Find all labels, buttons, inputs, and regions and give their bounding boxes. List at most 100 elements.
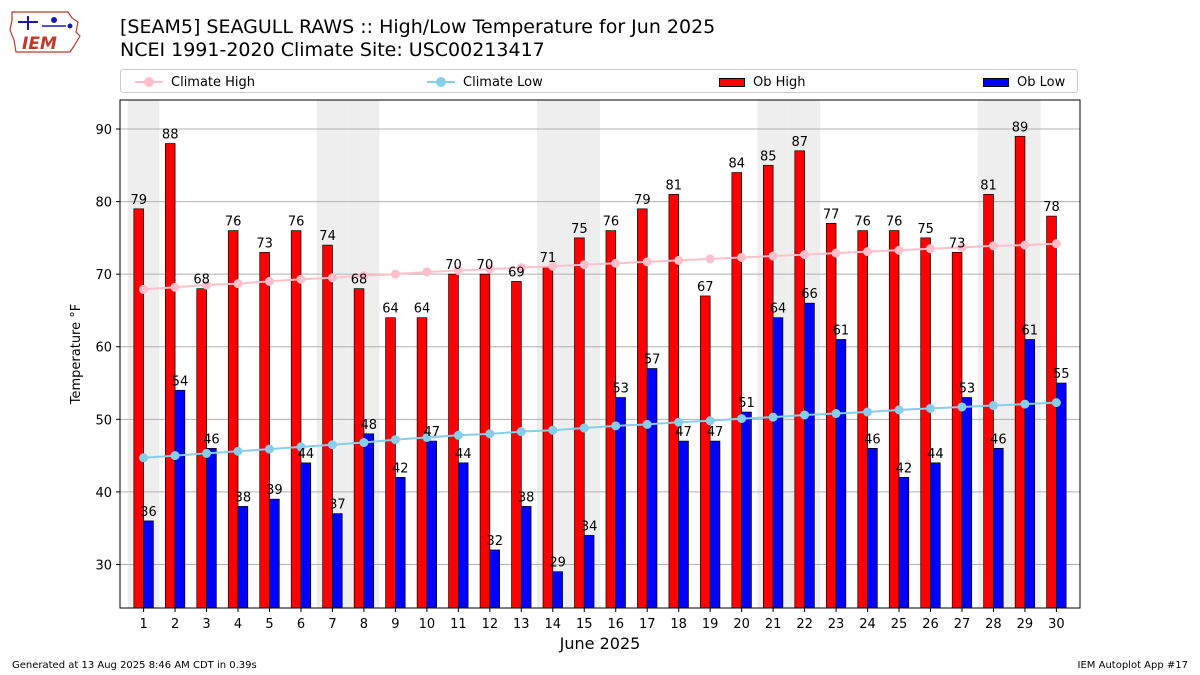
ob-low-value-label: 44 xyxy=(455,447,472,462)
ob-high-value-label: 85 xyxy=(760,149,777,164)
x-tick-label: 19 xyxy=(702,617,719,632)
climate-high-point xyxy=(422,267,432,277)
ob-low-value-label: 38 xyxy=(235,490,252,505)
climate-high-point xyxy=(296,274,306,284)
climate-low-point xyxy=(1020,399,1030,409)
ob-high-value-label: 88 xyxy=(162,128,179,143)
x-tick-label: 11 xyxy=(450,617,467,632)
ob-low-bar xyxy=(835,339,847,609)
ob-low-value-label: 53 xyxy=(959,382,976,397)
ob-low-value-label: 66 xyxy=(801,287,818,302)
x-tick-label: 13 xyxy=(513,617,530,632)
climate-low-point xyxy=(233,446,243,456)
ob-low-bar xyxy=(332,513,343,609)
iem-logo: IEM xyxy=(8,6,84,58)
ob-low-value-label: 46 xyxy=(203,432,220,447)
climate-low-point xyxy=(579,423,589,433)
climate-low-point xyxy=(705,416,715,426)
climate-low-point xyxy=(642,419,652,429)
ob-low-value-label: 44 xyxy=(927,447,944,462)
ob-high-bar xyxy=(133,208,144,609)
climate-low-point xyxy=(359,438,369,448)
ob-low-bar xyxy=(930,462,941,609)
ob-low-value-label: 29 xyxy=(549,556,566,571)
legend-item-ob-high: Ob High xyxy=(719,73,806,91)
ob-low-bar xyxy=(395,477,406,609)
climate-low-point xyxy=(548,425,558,435)
ob-low-value-label: 55 xyxy=(1053,367,1070,382)
x-tick-label: 22 xyxy=(796,617,813,632)
ob-low-value-label: 61 xyxy=(833,323,850,338)
chart-subtitle: NCEI 1991-2020 Climate Site: USC00213417 xyxy=(120,39,545,61)
ob-high-value-label: 68 xyxy=(193,273,210,288)
ob-low-value-label: 53 xyxy=(612,382,629,397)
climate-high-point xyxy=(768,251,778,261)
climate-high-line xyxy=(143,242,1057,291)
climate-low-point xyxy=(988,401,998,411)
climate-high-point xyxy=(863,247,873,257)
ob-high-bar xyxy=(511,281,522,609)
climate-high-point xyxy=(327,273,337,283)
ob-low-value-label: 32 xyxy=(486,534,503,549)
ob-low-bar xyxy=(143,520,154,609)
iowa-map-logo-icon: IEM xyxy=(9,11,81,54)
ob-high-bar xyxy=(951,252,963,609)
climate-high-point xyxy=(737,252,747,262)
climate-low-point xyxy=(202,448,212,458)
y-axis-label: Temperature °F xyxy=(69,304,84,405)
ob-low-bar xyxy=(772,317,784,609)
ob-low-bar xyxy=(552,571,563,609)
climate-high-point xyxy=(233,279,243,289)
ob-low-value-label: 38 xyxy=(518,490,535,505)
climate-high-point xyxy=(265,276,275,286)
climate-low-point xyxy=(863,407,873,417)
climate-low-point xyxy=(800,410,810,420)
climate-low-point xyxy=(1051,398,1061,408)
climate-high-point xyxy=(1051,239,1061,249)
ob-high-value-label: 73 xyxy=(256,236,273,251)
climate-low-point xyxy=(516,427,526,437)
climate-high-point xyxy=(516,263,526,273)
x-tick-label: 26 xyxy=(922,617,939,632)
climate-high-point xyxy=(548,261,558,271)
ob-high-bar xyxy=(479,273,491,609)
ob-high-bar xyxy=(574,237,585,609)
x-tick-label: 15 xyxy=(576,617,593,632)
ob-high-value-label: 81 xyxy=(980,178,997,193)
x-tick-label: 2 xyxy=(171,617,179,632)
climate-low-point xyxy=(674,417,684,427)
ob-low-bar xyxy=(300,462,312,609)
ob-low-bar xyxy=(583,535,595,609)
ob-high-value-label: 70 xyxy=(445,258,462,273)
ob-high-value-label: 71 xyxy=(540,251,557,266)
ob-high-bar xyxy=(290,230,302,609)
climate-high-point xyxy=(988,241,998,251)
x-tick-label: 17 xyxy=(639,617,656,632)
y-tick-label: 40 xyxy=(95,486,112,501)
x-tick-label: 29 xyxy=(1017,617,1034,632)
ob-high-value-label: 69 xyxy=(508,265,525,280)
climate-low-point xyxy=(894,405,904,415)
ob-high-bar xyxy=(763,164,774,609)
ob-high-bar xyxy=(637,208,648,609)
ob-high-patch-icon xyxy=(719,77,745,87)
x-tick-label: 23 xyxy=(828,617,845,632)
climate-high-point xyxy=(800,250,810,260)
logo-text: IEM xyxy=(22,34,57,54)
climate-low-point xyxy=(422,432,432,442)
ob-high-value-label: 87 xyxy=(791,135,808,150)
legend-item-climate-low: Climate Low xyxy=(427,73,543,91)
ob-high-value-label: 76 xyxy=(225,215,242,230)
climate-low-point xyxy=(139,453,149,463)
ob-high-value-label: 75 xyxy=(571,222,588,237)
plot-frame xyxy=(119,99,1081,609)
ob-low-value-label: 47 xyxy=(423,425,440,440)
climate-low-point xyxy=(957,402,967,412)
x-tick-label: 3 xyxy=(202,617,210,632)
ob-high-value-label: 74 xyxy=(319,229,336,244)
climate-high-line-icon xyxy=(135,77,163,87)
x-tick-label: 20 xyxy=(733,617,750,632)
x-tick-label: 21 xyxy=(765,617,782,632)
y-tick-label: 30 xyxy=(95,558,112,573)
